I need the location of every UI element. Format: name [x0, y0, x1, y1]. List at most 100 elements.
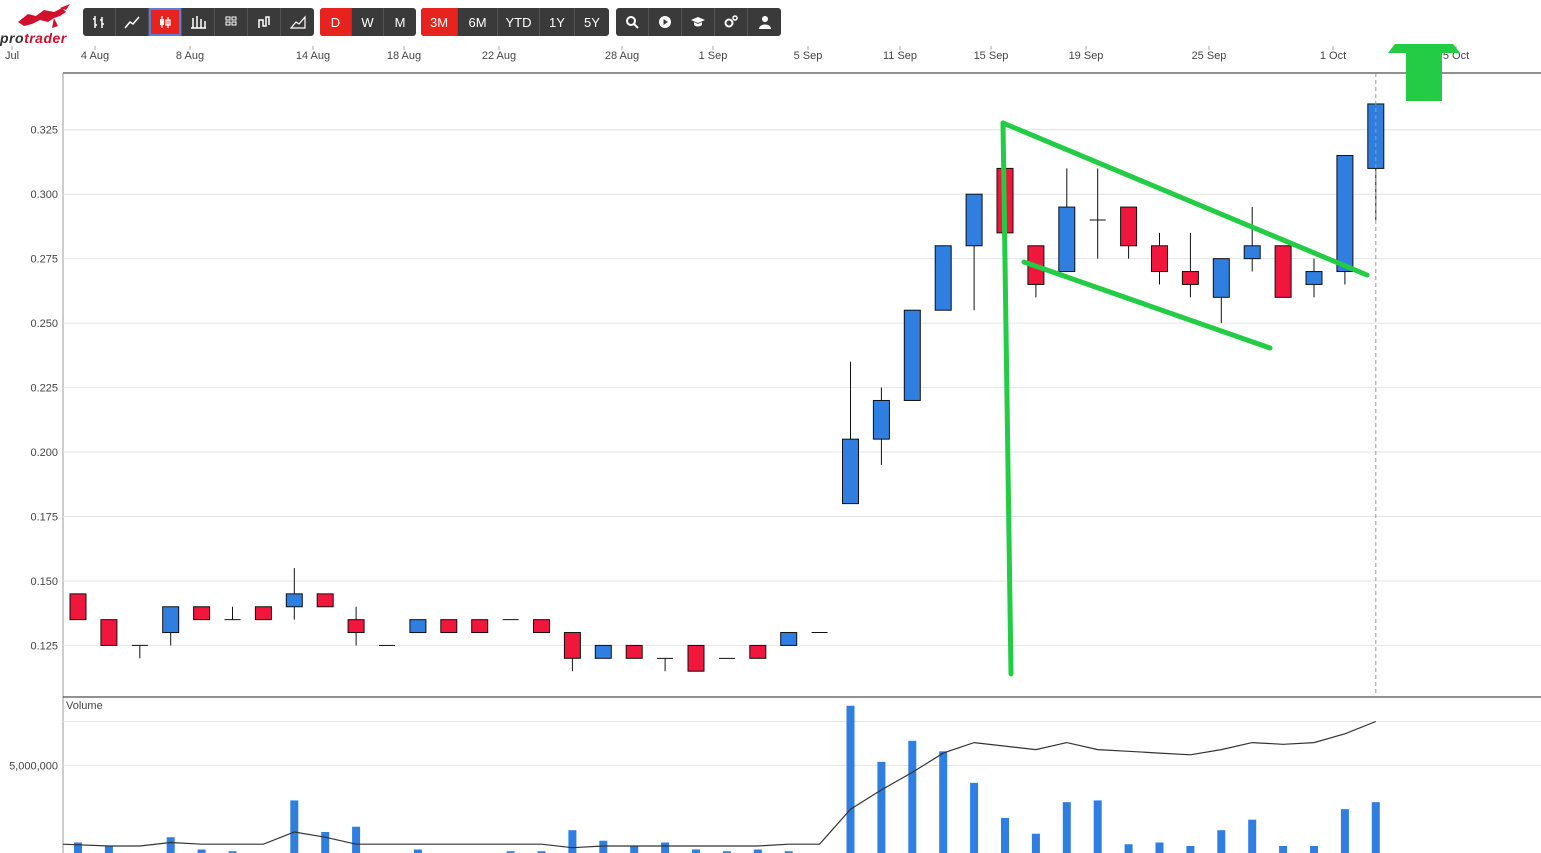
search-button[interactable] — [616, 8, 649, 36]
flag-lower-trendline — [1021, 259, 1273, 351]
protrader-logo[interactable]: protrader — [0, 4, 76, 46]
candle-body — [1212, 258, 1230, 298]
range-toolbar: 3M 6M YTD 1Y 5Y — [421, 8, 609, 36]
volume-bar — [506, 851, 515, 853]
date-tick-label: 18 Aug — [387, 50, 421, 62]
range-3m-button[interactable]: 3M — [421, 8, 458, 36]
range-6m-button[interactable]: 6M — [458, 8, 498, 36]
interval-month-button[interactable]: M — [394, 14, 406, 30]
candle[interactable] — [1181, 232, 1199, 298]
candle-body — [316, 593, 334, 608]
candle[interactable] — [1336, 155, 1354, 285]
candle[interactable] — [563, 632, 581, 672]
candle[interactable] — [657, 657, 674, 672]
volume-bar — [1093, 800, 1102, 853]
candle-body — [934, 245, 952, 311]
user-button[interactable] — [748, 8, 781, 36]
candlestick-chart-button[interactable] — [149, 8, 182, 36]
candle[interactable] — [1151, 232, 1168, 285]
interval-day-button[interactable]: D — [320, 8, 352, 36]
price-tick-label: 0.275 — [30, 254, 58, 266]
candle[interactable] — [625, 644, 643, 659]
candle[interactable] — [193, 606, 211, 621]
range-1y-button[interactable]: 1Y — [540, 8, 575, 36]
play-button[interactable] — [649, 8, 682, 36]
candle-body — [533, 619, 550, 634]
volume-bar — [753, 849, 762, 853]
candle[interactable] — [1305, 258, 1323, 298]
candle[interactable] — [749, 644, 767, 659]
candle-body — [749, 644, 767, 659]
volume-bar — [166, 837, 175, 853]
heikin-ashi-button[interactable] — [215, 8, 248, 36]
candle[interactable] — [1027, 245, 1045, 298]
candle[interactable] — [316, 593, 334, 608]
candle[interactable] — [533, 619, 550, 634]
candle[interactable] — [100, 619, 118, 646]
candle-body — [1151, 245, 1168, 273]
volume-bar — [74, 842, 82, 853]
candle[interactable] — [1058, 168, 1076, 273]
candle[interactable] — [1243, 207, 1261, 272]
candle[interactable] — [440, 619, 458, 634]
candle-body — [1336, 155, 1354, 273]
price-tick-label: 0.300 — [30, 189, 58, 201]
candle[interactable] — [780, 632, 798, 646]
candle[interactable] — [285, 568, 303, 620]
tools-toolbar — [616, 8, 781, 36]
candle[interactable] — [1089, 168, 1106, 259]
education-button[interactable] — [682, 8, 715, 36]
ohlc-chart-button[interactable] — [83, 8, 116, 36]
volume-bar — [290, 800, 299, 853]
price-chart[interactable]: Jul 4 Aug 8 Aug 14 Aug 18 Aug 22 Aug 28 Aug 1 S… — [0, 44, 1541, 853]
candle[interactable] — [842, 361, 859, 505]
candle[interactable] — [934, 245, 952, 311]
candle-body — [594, 644, 612, 659]
volume-bar — [877, 761, 886, 853]
candle[interactable] — [965, 193, 983, 311]
settings-icon — [724, 15, 738, 28]
volume-bar — [1155, 842, 1164, 853]
candle[interactable] — [1120, 206, 1138, 259]
mountain-chart-button[interactable] — [281, 8, 314, 36]
kagi-chart-button[interactable] — [248, 8, 281, 36]
volume-bar — [599, 840, 608, 853]
logo-text: protrader — [0, 30, 67, 46]
volume-grid: 5,000,000 — [9, 721, 1541, 772]
candle-body — [1058, 206, 1076, 273]
candle[interactable] — [1274, 245, 1292, 298]
volume-bar — [537, 851, 546, 853]
search-icon — [626, 16, 639, 29]
candle[interactable] — [1212, 258, 1230, 324]
price-tick-label: 0.250 — [30, 318, 58, 330]
candle[interactable] — [903, 309, 921, 401]
volume-bar — [1001, 817, 1009, 853]
settings-button[interactable] — [715, 8, 748, 36]
volume-bar — [630, 845, 639, 853]
volume-bar — [1310, 845, 1318, 853]
candle[interactable] — [224, 606, 241, 621]
candle[interactable] — [131, 644, 148, 659]
candle[interactable] — [471, 619, 489, 634]
candle[interactable] — [254, 606, 272, 621]
candle[interactable] — [347, 606, 365, 646]
candle-body — [409, 619, 427, 634]
range-5y-button[interactable]: 5Y — [584, 14, 600, 30]
flagpole-line — [1000, 120, 1014, 677]
candle[interactable] — [69, 593, 87, 621]
candle-body — [563, 632, 581, 659]
candle-body — [471, 619, 489, 634]
hlc-chart-button[interactable] — [182, 8, 215, 36]
interval-week-button[interactable]: W — [352, 8, 384, 36]
candle[interactable] — [687, 644, 705, 672]
line-chart-button[interactable] — [116, 8, 149, 36]
candle[interactable] — [594, 644, 612, 659]
range-ytd-button[interactable]: YTD — [498, 8, 540, 36]
candle[interactable] — [409, 619, 427, 634]
ohlc-chart-icon — [93, 16, 104, 28]
candle[interactable] — [872, 387, 890, 465]
candle-body — [285, 593, 303, 608]
candle-body — [625, 644, 643, 659]
candle[interactable] — [162, 606, 180, 646]
volume-bar — [568, 830, 577, 853]
